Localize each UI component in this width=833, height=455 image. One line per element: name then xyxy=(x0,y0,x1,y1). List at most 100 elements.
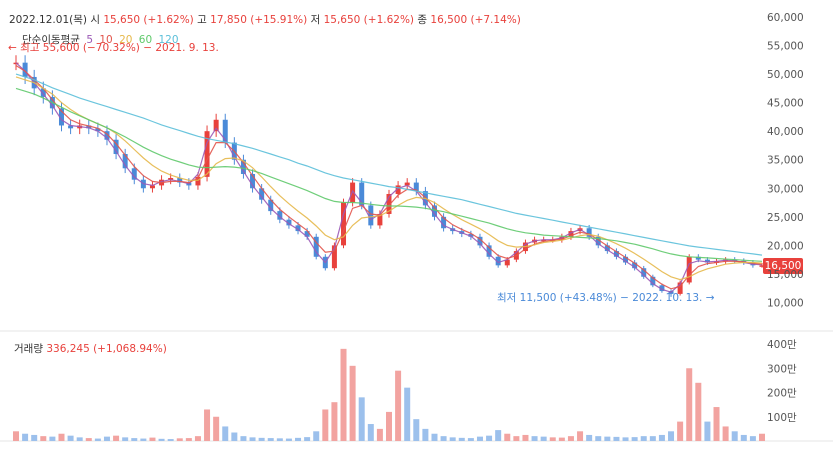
volume-bar xyxy=(349,365,356,441)
volume-bar xyxy=(22,433,29,441)
volume-bar xyxy=(267,438,274,441)
ma-legend-60[interactable]: 60 xyxy=(138,34,153,46)
volume-bar xyxy=(704,421,711,441)
volume-bar xyxy=(640,436,647,441)
volume-bar xyxy=(167,439,174,441)
low-value: 15,650 (+1.62%) xyxy=(323,14,415,26)
current-price-badge: 16,500 xyxy=(763,258,803,274)
high-value: 17,850 (+15.91%) xyxy=(210,14,308,26)
price-axis-tick: 35,000 xyxy=(767,155,804,167)
price-axis-tick: 15,000 xyxy=(767,269,804,281)
volume-bar xyxy=(522,434,529,441)
volume-bar xyxy=(413,419,420,441)
volume-bar xyxy=(677,421,684,441)
volume-bar xyxy=(113,435,120,441)
open-value: 15,650 (+1.62%) xyxy=(103,14,194,26)
ma-legend-10[interactable]: 10 xyxy=(99,34,113,46)
candle-body xyxy=(359,182,365,206)
ma-legend-20[interactable]: 20 xyxy=(119,34,133,46)
candle-body xyxy=(468,233,474,237)
candle-body xyxy=(177,177,183,183)
ma-line-10 xyxy=(15,64,763,290)
candle-body xyxy=(250,174,256,189)
volume-bar xyxy=(322,409,329,441)
candle-body xyxy=(486,245,492,257)
volume-bar xyxy=(513,436,520,441)
candle-body xyxy=(632,262,638,269)
low-annotation: 최저 11,500 (+43.48%) − 2022. 10. 13. → xyxy=(497,292,715,304)
volume-bar xyxy=(649,436,656,441)
volume-bar xyxy=(58,433,65,441)
volume-bar xyxy=(449,437,456,441)
volume-bar xyxy=(586,434,593,441)
volume-bar xyxy=(668,431,675,441)
volume-bar xyxy=(695,382,702,441)
candle-body xyxy=(441,216,447,229)
candle-body xyxy=(686,256,692,283)
volume-bar xyxy=(686,368,693,441)
volume-bar xyxy=(313,431,320,441)
volume-bar xyxy=(103,436,110,441)
volume-bar xyxy=(631,437,638,441)
volume-bar xyxy=(404,387,411,441)
volume-bar xyxy=(658,434,665,441)
volume-bar xyxy=(458,437,465,441)
candle-body xyxy=(341,202,347,246)
ma-legend[interactable]: 단순이동평균 5 10 20 60 120 xyxy=(22,32,182,47)
volume-bar xyxy=(331,402,338,441)
volume-bar xyxy=(185,438,192,441)
volume-bar xyxy=(486,435,493,441)
close-value: 16,500 (+7.14%) xyxy=(430,14,521,26)
volume-bar xyxy=(304,437,311,441)
candle-body xyxy=(268,199,274,212)
price-axis-tick: 50,000 xyxy=(767,69,804,81)
candle-body xyxy=(131,168,137,180)
candle-body xyxy=(149,185,155,189)
candle-body xyxy=(240,159,246,174)
price-header: 2022.12.01(목) 시 15,650 (+1.62%) 고 17,850… xyxy=(9,12,521,27)
volume-bar xyxy=(613,436,620,441)
candle-body xyxy=(386,193,392,214)
candle-body xyxy=(477,236,483,246)
volume-header: 거래량 336,245 (+1,068.94%) xyxy=(14,341,167,356)
volume-bar xyxy=(158,438,165,441)
volume-bar xyxy=(722,426,729,441)
volume-bar xyxy=(204,409,211,441)
candle-body xyxy=(659,285,665,292)
volume-bar xyxy=(476,436,483,441)
volume-axis-tick: 300만 xyxy=(767,363,797,375)
volume-bar xyxy=(749,436,756,441)
price-axis-tick: 60,000 xyxy=(767,12,804,24)
volume-bar xyxy=(577,431,584,441)
ma-line-60 xyxy=(15,87,763,262)
volume-bar xyxy=(358,397,365,441)
volume-bar xyxy=(176,438,183,441)
ma-legend-5[interactable]: 5 xyxy=(86,34,93,46)
volume-bar xyxy=(222,426,229,441)
volume-bar xyxy=(340,348,347,441)
ma-legend-120[interactable]: 120 xyxy=(158,34,179,46)
candle-body xyxy=(95,128,101,132)
candle-body xyxy=(586,228,592,237)
volume-bar xyxy=(504,433,511,441)
volume-axis-tick: 200만 xyxy=(767,388,797,400)
volume-bar xyxy=(622,437,629,441)
price-axis-tick: 40,000 xyxy=(767,126,804,138)
ma-line-120 xyxy=(15,73,763,256)
volume-bar xyxy=(531,436,538,441)
candle-body xyxy=(286,219,292,226)
candle-body xyxy=(695,256,701,260)
volume-bar xyxy=(549,437,556,441)
candle-body xyxy=(213,119,219,132)
price-axis-tick: 25,000 xyxy=(767,212,804,224)
candle-body xyxy=(113,139,119,155)
header-date: 2022.12.01(목) xyxy=(9,14,87,26)
candle-body xyxy=(222,119,228,143)
volume-bar xyxy=(295,437,302,441)
volume-bar xyxy=(440,436,447,441)
candle-body xyxy=(413,182,419,192)
volume-axis-tick: 100만 xyxy=(767,412,797,424)
volume-bar xyxy=(67,435,74,441)
volume-value: 336,245 (+1,068.94%) xyxy=(46,343,167,355)
